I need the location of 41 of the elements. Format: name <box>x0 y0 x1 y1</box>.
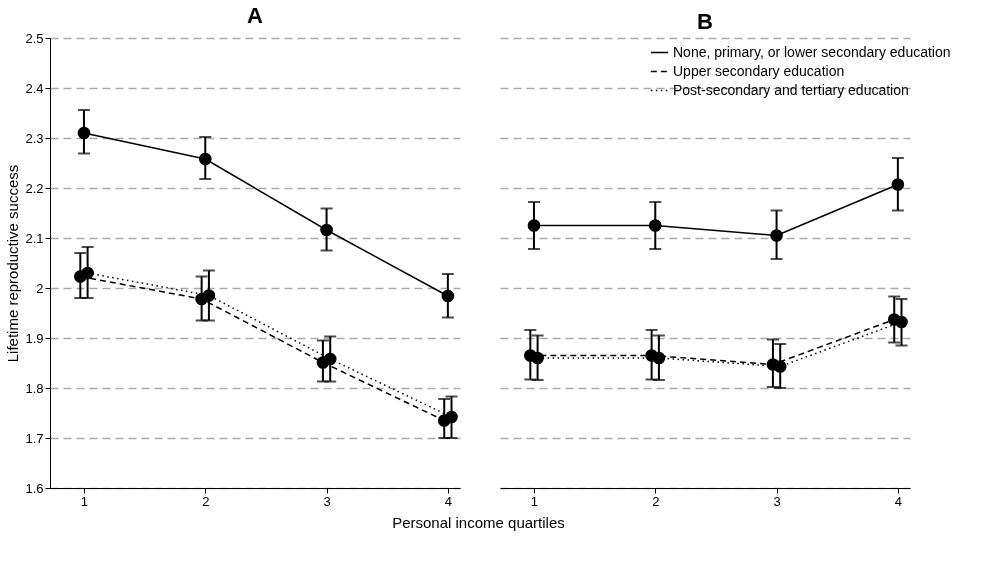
point <box>323 352 337 366</box>
point <box>648 219 662 232</box>
y-tick-label: 1.9 <box>25 330 44 346</box>
point <box>527 219 541 232</box>
y-axis-title: Lifetime reproductive success <box>4 164 22 363</box>
point <box>652 351 666 365</box>
point <box>320 223 333 237</box>
legend-label: None, primary, or lower secondary education <box>673 43 951 60</box>
chart-title: A <box>247 3 264 28</box>
x-tick-label: 4 <box>894 493 902 509</box>
point <box>531 351 544 365</box>
y-tick-label: 1.8 <box>25 380 44 396</box>
y-tick-label: 2.2 <box>25 180 44 196</box>
legend-label: Upper secondary education <box>673 62 845 79</box>
point <box>773 360 787 373</box>
y-tick-label: 1.6 <box>25 480 44 496</box>
y-tick-label: 2.3 <box>25 130 44 146</box>
point <box>81 266 94 280</box>
x-tick-label: 2 <box>652 493 660 509</box>
point <box>441 289 455 303</box>
y-tick-label: 1.7 <box>25 430 44 446</box>
x-tick-label: 3 <box>773 493 781 509</box>
y-tick-label: 2.4 <box>25 80 44 96</box>
point <box>77 126 91 140</box>
point <box>891 178 905 191</box>
y-tick-label: 2.1 <box>25 230 44 246</box>
x-tick-label: 2 <box>202 493 210 509</box>
point <box>770 229 783 242</box>
chart-title: B <box>697 9 713 34</box>
point <box>202 289 216 302</box>
point <box>445 410 458 424</box>
x-tick-label: 3 <box>323 493 331 509</box>
legend-label: Post-secondary and tertiary education <box>673 81 909 98</box>
x-tick-label: 1 <box>530 493 539 509</box>
y-tick-label: 2 <box>36 280 44 296</box>
y-tick-label: 2.5 <box>25 30 44 46</box>
x-tick-label: 1 <box>80 493 89 509</box>
point <box>198 152 212 166</box>
x-tick-label: 4 <box>444 493 452 509</box>
x-axis-title: Personal income quartiles <box>392 514 565 531</box>
point <box>895 315 908 329</box>
